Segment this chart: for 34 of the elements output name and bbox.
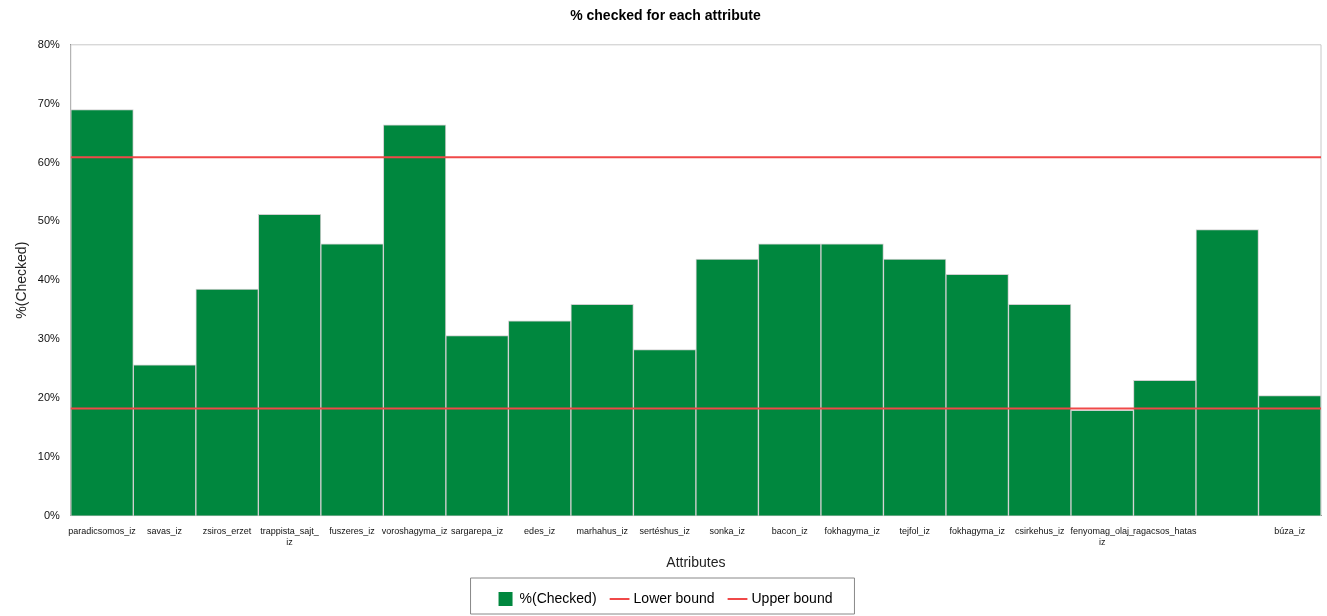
y-tick-label: 20% (37, 390, 61, 403)
y-tick-label: 0% (43, 508, 61, 521)
y-axis-title: %(Checked) (13, 241, 30, 319)
y-tick-label: 30% (37, 332, 61, 345)
x-tick-label: fenyomag_olaj_iz (1070, 526, 1135, 548)
y-tick-label: 40% (37, 273, 61, 286)
x-tick-label: marhahus_iz (576, 526, 629, 537)
x-tick-label: bacon_iz (771, 526, 809, 537)
x-axis-title: Attributes (666, 554, 726, 571)
x-tick-label: sonka_iz (709, 526, 746, 537)
x-tick-label: fuszeres_iz (329, 526, 376, 537)
x-tick-label: sargarepa_iz (451, 526, 504, 537)
legend-label: Lower bound (633, 589, 715, 606)
x-tick-label: edes_iz (524, 526, 556, 537)
x-tick-label: fokhagyma_iz (949, 526, 1006, 537)
y-tick-label: 50% (37, 214, 61, 227)
x-tick-label: zsiros_erzet (202, 526, 252, 537)
x-tick-label: savas_iz (147, 526, 183, 537)
x-tick-label: trappista_sajt_iz (260, 526, 320, 548)
x-tick-label: sertéshus_iz (639, 526, 691, 537)
x-tick-label: fokhagyma_iz (824, 526, 881, 537)
x-tick-label: tejfol_iz (899, 526, 931, 537)
x-tick-label: búza_iz (1274, 526, 1306, 537)
chart-title: % checked for each attribute (570, 7, 762, 24)
x-tick-label: voroshagyma_iz (381, 526, 448, 537)
y-tick-label: 70% (37, 96, 61, 109)
y-tick-label: 80% (37, 37, 61, 50)
y-tick-label: 60% (37, 155, 61, 168)
x-tick-label: csirkehus_iz (1014, 526, 1065, 537)
y-tick-label: 10% (37, 449, 61, 462)
legend-label: %(Checked) (519, 589, 597, 606)
x-tick-label: ragacsos_hatas (1132, 526, 1197, 537)
legend-label: Upper bound (751, 589, 833, 606)
x-tick-label: paradicsomos_iz (68, 526, 137, 537)
